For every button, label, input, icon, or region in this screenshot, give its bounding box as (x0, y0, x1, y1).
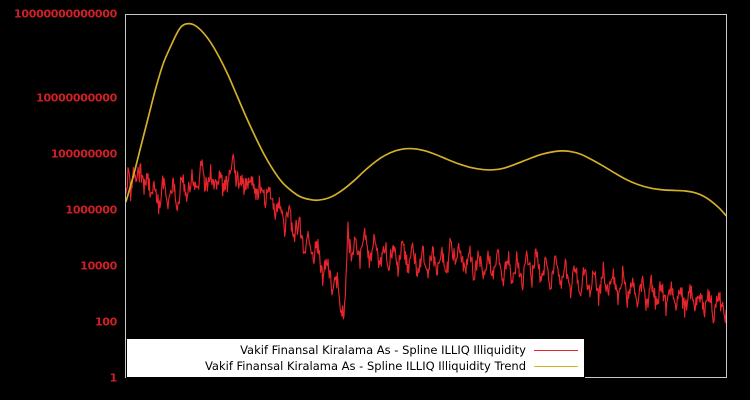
series-line (126, 22, 726, 217)
y-axis-tick-label: 10000000000000 (14, 7, 117, 21)
legend-item-label: Vakif Finansal Kiralama As - Spline ILLI… (240, 343, 526, 357)
legend-color-swatch (534, 349, 578, 351)
y-axis-tick-label: 1 (109, 371, 118, 385)
y-axis-tick-label: 10000 (80, 259, 117, 273)
legend-color-swatch (534, 365, 578, 367)
y-axis-tick-label: 10000000000 (36, 91, 117, 105)
legend-item-label: Vakif Finansal Kiralama As - Spline ILLI… (204, 359, 526, 373)
y-axis-tick-labels: 10000000000000 10000000000 100000000 100000… (0, 0, 121, 400)
plot-area (125, 14, 727, 378)
y-axis-tick-label: 100000000 (50, 147, 117, 161)
chart-legend: Vakif Finansal Kiralama As - Spline ILLI… (126, 338, 585, 378)
y-axis-tick-label: 1000000 (65, 203, 118, 217)
series-line (126, 153, 726, 324)
legend-item[interactable]: Vakif Finansal Kiralama As - Spline ILLI… (127, 358, 584, 374)
chart-svg (126, 22, 726, 324)
y-axis-tick-label: 100 (94, 315, 117, 329)
legend-item[interactable]: Vakif Finansal Kiralama As - Spline ILLI… (127, 342, 584, 358)
